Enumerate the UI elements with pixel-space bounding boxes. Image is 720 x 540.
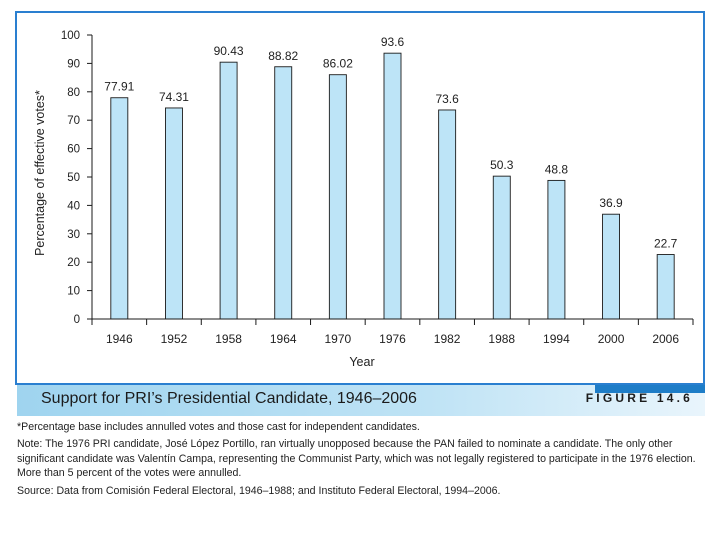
bar bbox=[547, 179, 566, 320]
bar-value-label: 77.91 bbox=[104, 80, 134, 94]
bar bbox=[383, 52, 402, 320]
y-axis: 0 10 20 30 40 50 60 70 80 90 100 bbox=[61, 30, 93, 326]
bar bbox=[492, 175, 511, 320]
x-tick-label: 1958 bbox=[215, 332, 242, 346]
x-tick-label: 1976 bbox=[379, 332, 406, 346]
x-axis: 1946 1952 1958 1964 1970 1976 1982 1988 1994 2000… bbox=[91, 318, 694, 346]
bar-value-label: 36.9 bbox=[599, 196, 623, 210]
bar-value-label: 93.6 bbox=[381, 35, 405, 49]
bar bbox=[274, 66, 293, 320]
chart-frame: Percentage of effective votes* Year 0 10 2… bbox=[15, 11, 705, 385]
y-tick-label: 20 bbox=[67, 257, 80, 269]
y-tick-label: 90 bbox=[67, 58, 80, 70]
bar-value-label: 73.6 bbox=[435, 92, 459, 106]
bar-chart: Percentage of effective votes* Year 0 10 2… bbox=[33, 30, 694, 369]
footnote-text: *Percentage base includes annulled votes… bbox=[17, 421, 420, 433]
bar bbox=[328, 74, 347, 320]
y-tick-label: 10 bbox=[67, 286, 80, 298]
y-axis-title: Percentage of effective votes* bbox=[33, 90, 47, 256]
y-tick-label: 80 bbox=[67, 87, 80, 99]
y-tick-label: 100 bbox=[61, 30, 80, 42]
figure-accent-bar bbox=[595, 385, 705, 393]
bar bbox=[438, 109, 457, 320]
y-tick-label: 50 bbox=[67, 172, 80, 184]
bar-value-label: 50.3 bbox=[490, 158, 514, 172]
y-tick-label: 60 bbox=[67, 144, 80, 156]
y-tick-label: 40 bbox=[67, 200, 80, 212]
x-tick-label: 1970 bbox=[325, 332, 352, 346]
x-tick-label: 1982 bbox=[434, 332, 461, 346]
bar-value-label: 86.02 bbox=[323, 57, 353, 71]
x-axis-title: Year bbox=[349, 355, 374, 369]
x-tick-label: 2000 bbox=[598, 332, 625, 346]
x-tick-label: 1952 bbox=[161, 332, 188, 346]
value-labels: 77.91 74.31 90.43 88.82 86.02 93.6 73.6 50.3 48.… bbox=[104, 35, 677, 250]
x-tick-label: 1946 bbox=[106, 332, 133, 346]
bar-value-label: 48.8 bbox=[545, 162, 569, 176]
bar-value-label: 90.43 bbox=[214, 44, 244, 58]
figure-caption-title: Support for PRI’s Presidential Candidate… bbox=[41, 390, 417, 407]
x-tick-label: 1964 bbox=[270, 332, 297, 346]
y-tick-label: 0 bbox=[74, 314, 80, 326]
bar-value-label: 88.82 bbox=[268, 49, 298, 63]
figure-number-label: FIGURE 14.6 bbox=[585, 391, 693, 405]
bar bbox=[219, 61, 238, 320]
note-text: Note: The 1976 PRI candidate, José López… bbox=[17, 438, 696, 480]
caption-band: Support for PRI’s Presidential Candidate… bbox=[17, 385, 705, 416]
x-tick-label: 1988 bbox=[488, 332, 515, 346]
y-tick-label: 70 bbox=[67, 115, 80, 127]
x-tick-label: 1994 bbox=[543, 332, 570, 346]
bar bbox=[165, 107, 183, 320]
bar-value-label: 74.31 bbox=[159, 90, 189, 104]
figure-notes: *Percentage base includes annulled votes… bbox=[17, 420, 707, 501]
bar-value-label: 22.7 bbox=[654, 237, 678, 251]
source-text: Source: Data from Comisión Federal Elect… bbox=[17, 484, 501, 497]
bar bbox=[656, 254, 675, 320]
bar bbox=[110, 97, 129, 320]
y-tick-label: 30 bbox=[67, 229, 80, 241]
x-tick-label: 2006 bbox=[652, 332, 679, 346]
bar bbox=[602, 213, 620, 320]
bar-series bbox=[110, 52, 675, 320]
